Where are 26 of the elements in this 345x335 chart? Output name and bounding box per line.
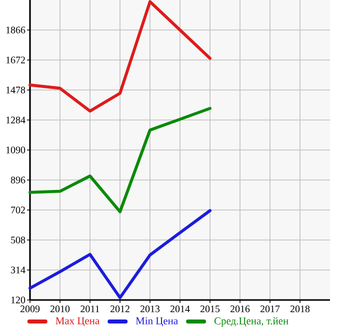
legend-label: Max Цена [56, 317, 100, 326]
legend-label: Min Цена [136, 317, 178, 326]
y-tick-label: 1284 [6, 116, 26, 124]
y-tick-label: 1672 [6, 56, 25, 64]
y-tick-label: 1090 [6, 146, 26, 154]
y-tick-label: 508 [11, 236, 26, 244]
y-tick-label: 702 [11, 206, 25, 214]
legend-label: Сред.Цена, т.йен [214, 317, 288, 327]
x-tick-label: 2013 [140, 306, 160, 312]
x-tick-label: 2009 [20, 306, 40, 312]
x-tick-label: 2012 [110, 306, 130, 312]
line-series [28, 0, 212, 113]
x-tick-label: 2014 [170, 306, 190, 312]
x-tick-label: 2018 [290, 306, 310, 312]
y-tick-label: 1478 [6, 86, 26, 94]
line-series [28, 106, 212, 214]
x-tick-label: 2017 [260, 306, 280, 312]
x-tick-label: 2010 [50, 306, 70, 312]
y-tick-label: 1866 [6, 26, 26, 34]
x-tick-label: 2016 [230, 306, 250, 312]
x-tick-label: 2015 [200, 306, 220, 312]
line-series [28, 209, 212, 300]
y-tick-label: 314 [11, 266, 26, 274]
y-tick-label: 120 [11, 296, 26, 304]
y-tick-label: 896 [10, 176, 26, 184]
x-tick-label: 2011 [80, 306, 100, 312]
